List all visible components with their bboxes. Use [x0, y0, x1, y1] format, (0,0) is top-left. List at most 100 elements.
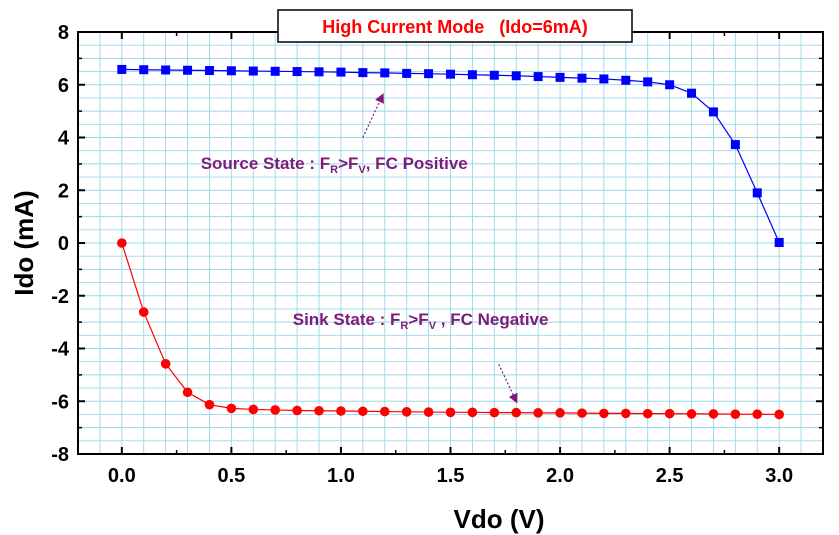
- x-tick-label: 1.0: [327, 465, 355, 487]
- data-point-square: [402, 68, 412, 78]
- data-point-square: [183, 65, 193, 75]
- data-point-square: [489, 70, 499, 80]
- data-point-circle: [138, 307, 149, 317]
- x-tick-label: 0.0: [108, 465, 136, 487]
- chart-title: High Current Mode (Ido=6mA): [322, 17, 588, 37]
- data-point-square: [774, 237, 784, 247]
- x-tick-label: 1.5: [437, 465, 465, 487]
- y-tick-label: 6: [58, 75, 69, 97]
- series-0: [117, 64, 784, 247]
- data-point-square: [270, 66, 280, 76]
- data-point-square: [665, 80, 675, 90]
- data-point-circle: [336, 406, 346, 416]
- annotation-text: Sink State : F: [293, 310, 401, 329]
- data-point-circle: [511, 407, 522, 418]
- data-point-circle: [270, 405, 281, 415]
- data-point-circle: [292, 405, 302, 416]
- y-tick-label: 4: [58, 128, 70, 150]
- annotation-subscript: R: [400, 320, 408, 332]
- annotation-label-1: Sink State : FR>FV , FC Negative: [293, 310, 549, 332]
- data-point-circle: [555, 408, 565, 418]
- data-point-circle: [314, 405, 324, 416]
- data-point-square: [621, 75, 631, 85]
- y-tick-label: 0: [58, 233, 69, 255]
- x-tick-label: 0.5: [217, 465, 245, 487]
- data-point-square: [380, 68, 390, 78]
- data-point-square: [139, 65, 149, 75]
- data-point-square: [708, 107, 718, 117]
- annotation-text: >F: [338, 154, 358, 173]
- series-1: [117, 238, 784, 420]
- x-tick-labels: 0.0 0.5 1.0 1.5 2.0 2.5 3.0: [108, 465, 793, 487]
- data-point-square: [446, 69, 455, 79]
- axis-ticks: [78, 31, 823, 455]
- y-tick-label: -2: [51, 286, 69, 308]
- data-point-square: [533, 72, 543, 82]
- data-point-square: [643, 77, 653, 87]
- data-point-circle: [599, 408, 609, 419]
- data-point-square: [555, 72, 565, 82]
- annotation-text: Source State : F: [201, 154, 330, 173]
- data-point-circle: [423, 407, 434, 417]
- y-tick-label: 8: [58, 22, 69, 44]
- annotation-arrow-1: [498, 364, 518, 404]
- data-point-circle: [226, 403, 237, 414]
- data-point-square: [511, 71, 521, 81]
- data-point-square: [577, 73, 587, 83]
- data-point-circle: [642, 408, 653, 419]
- data-point-circle: [401, 407, 412, 417]
- data-point-square: [248, 66, 258, 76]
- data-point-circle: [358, 406, 368, 417]
- series: [117, 64, 784, 420]
- annotation-text: >F: [408, 310, 428, 329]
- data-point-square: [752, 188, 762, 198]
- annotation-text: , FC Positive: [366, 154, 468, 173]
- data-point-circle: [117, 238, 127, 248]
- data-point-square: [467, 70, 477, 80]
- data-point-circle: [204, 399, 215, 410]
- data-point-circle: [774, 409, 784, 420]
- data-point-square: [336, 67, 346, 77]
- data-point-square: [161, 65, 171, 75]
- y-tick-label: -8: [51, 444, 69, 466]
- data-point-circle: [708, 409, 719, 419]
- data-point-square: [599, 74, 609, 84]
- x-axis-title: Vdo (V): [454, 504, 545, 534]
- x-tick-label: 2.5: [656, 465, 684, 487]
- x-tick-label: 3.0: [765, 465, 793, 487]
- annotation-subscript: R: [330, 164, 338, 176]
- data-point-circle: [489, 407, 500, 418]
- data-point-circle: [620, 408, 631, 419]
- data-point-square: [117, 64, 127, 74]
- data-point-square: [292, 67, 302, 77]
- y-tick-label: -4: [51, 339, 70, 361]
- data-point-circle: [577, 408, 587, 418]
- data-point-circle: [467, 407, 478, 418]
- data-point-square: [204, 66, 214, 76]
- title-box: [277, 9, 633, 43]
- data-point-circle: [160, 358, 171, 369]
- data-point-square: [226, 66, 236, 76]
- data-point-circle: [752, 409, 763, 419]
- data-point-circle: [445, 407, 456, 418]
- data-point-circle: [248, 404, 259, 415]
- data-point-square: [730, 140, 740, 150]
- x-tick-label: 2.0: [546, 465, 574, 487]
- annotation-subscript: V: [429, 320, 437, 332]
- data-point-circle: [730, 409, 741, 419]
- data-point-circle: [182, 387, 193, 398]
- data-point-circle: [686, 409, 697, 419]
- data-point-square: [687, 88, 697, 98]
- data-point-circle: [664, 408, 675, 419]
- y-tick-label: 2: [58, 180, 69, 202]
- y-axis-title: Ido (mA): [9, 190, 39, 295]
- data-point-circle: [379, 406, 390, 417]
- y-tick-labels: -8 -6 -4 -2 0 2 4 6 8: [51, 22, 70, 466]
- data-point-square: [358, 68, 368, 78]
- data-point-square: [314, 67, 324, 77]
- data-point-circle: [533, 408, 543, 418]
- annotation-subscript: V: [358, 164, 366, 176]
- y-tick-label: -6: [51, 391, 69, 413]
